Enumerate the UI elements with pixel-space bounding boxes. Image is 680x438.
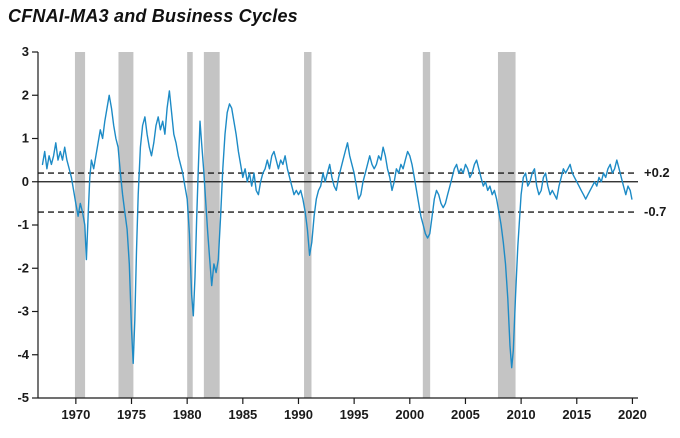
x-tick-label: 2010: [507, 407, 536, 422]
y-tick-label: 3: [22, 44, 29, 59]
x-tick-label: 2015: [562, 407, 591, 422]
x-tick-label: 1980: [173, 407, 202, 422]
series-line-cfnai-ma3: [41, 90, 633, 369]
chart-title: CFNAI-MA3 and Business Cycles: [8, 6, 298, 26]
recession-band: [74, 52, 86, 398]
x-tick-label: 1970: [61, 407, 90, 422]
y-tick-label: -3: [17, 304, 29, 319]
y-tick-label: -2: [17, 260, 29, 275]
y-tick-label: -4: [17, 347, 29, 362]
x-tick-label: 2020: [618, 407, 647, 422]
y-tick-label: 2: [22, 87, 29, 102]
recession-band: [497, 52, 516, 398]
recession-band: [203, 52, 220, 398]
y-tick-label: 1: [22, 131, 29, 146]
threshold-label: -0.7: [644, 204, 666, 219]
x-tick-label: 2000: [395, 407, 424, 422]
x-tick-label: 1990: [284, 407, 313, 422]
y-tick-label: -1: [17, 217, 29, 232]
x-tick-label: 2005: [451, 407, 480, 422]
recession-band: [187, 52, 193, 398]
threshold-label: +0.2: [644, 165, 670, 180]
y-tick-label: -5: [17, 390, 29, 405]
x-tick-label: 1995: [340, 407, 369, 422]
y-tick-label: 0: [22, 174, 29, 189]
x-tick-label: 1985: [228, 407, 257, 422]
x-tick-label: 1975: [117, 407, 146, 422]
recession-band: [422, 52, 431, 398]
recession-band: [304, 52, 312, 398]
